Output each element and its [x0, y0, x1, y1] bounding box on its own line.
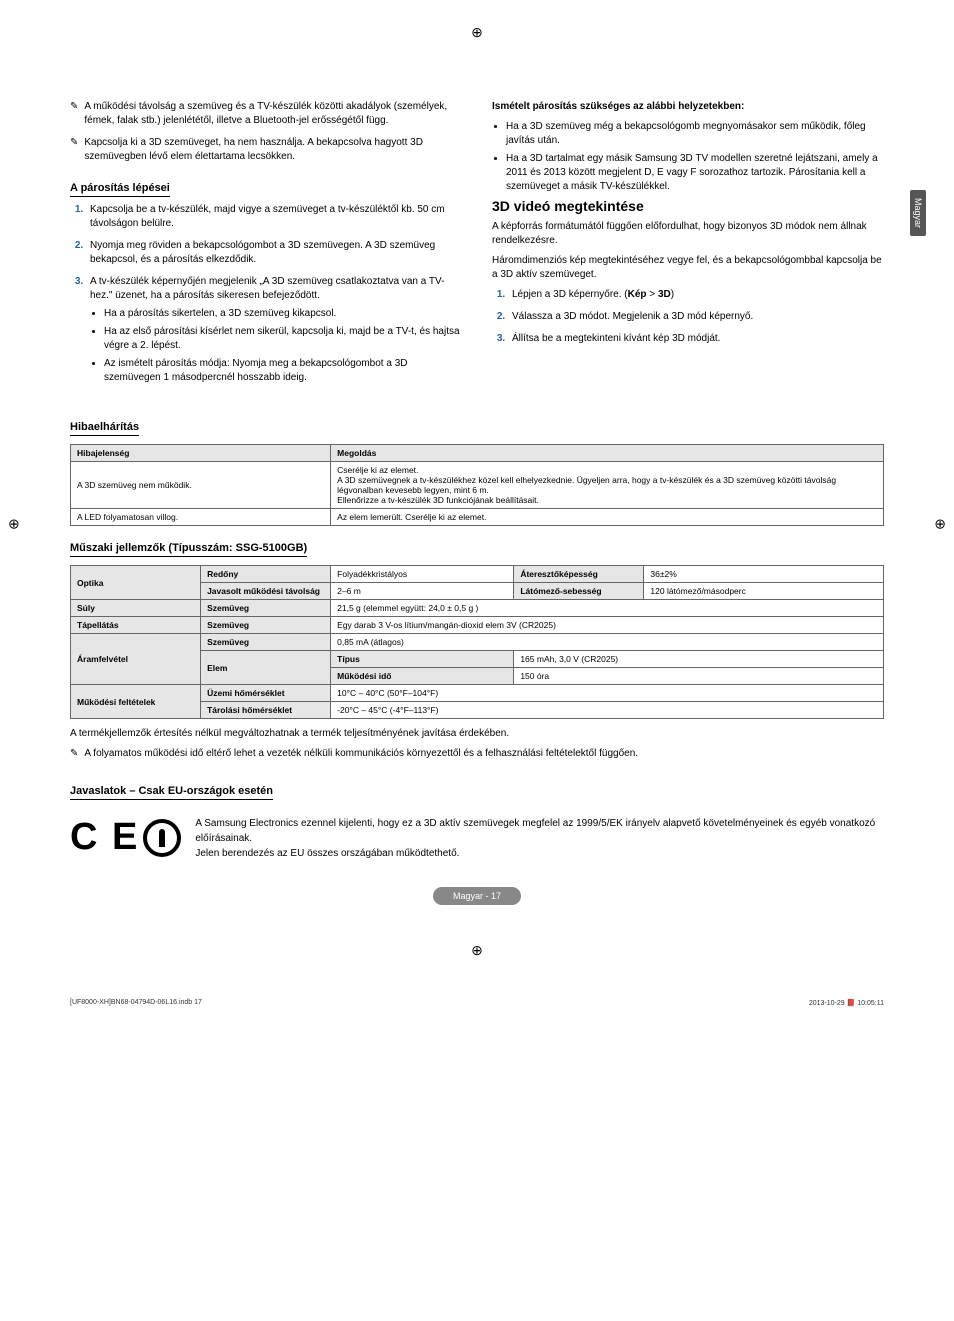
specs-cell: -20°C – 45°C (-4°F–113°F)	[331, 702, 884, 719]
step-3: A tv-készülék képernyőjén megjelenik „A …	[86, 275, 462, 385]
specs-cell: Egy darab 3 V-os lítium/mangán-dioxid el…	[331, 617, 884, 634]
trouble-problem: A 3D szemüveg nem működik.	[71, 462, 331, 509]
repair-bullet: Ha a 3D szemüveg még a bekapcsológomb me…	[506, 120, 884, 148]
step3-bullet: Ha a párosítás sikertelen, a 3D szemüveg…	[104, 307, 462, 321]
page-number-badge: Magyar - 17	[70, 891, 884, 902]
eu-title: Javaslatok – Csak EU-országok esetén	[70, 785, 273, 800]
specs-table: Optika Redőny Folyadékkristályos Áteresz…	[70, 565, 884, 719]
specs-cell: Működési feltételek	[71, 685, 201, 719]
specs-disclaimer: A termékjellemzők értesítés nélkül megvá…	[70, 727, 884, 741]
pairing-steps-title: A párosítás lépései	[70, 182, 170, 197]
specs-cell: Üzemi hőmérséklet	[201, 685, 331, 702]
info-icon	[143, 819, 181, 857]
registration-left: ⊕	[8, 515, 20, 532]
registration-bottom: ⊕	[70, 942, 884, 959]
trouble-solution: Az elem lemerült. Cserélje ki az elemet.	[331, 509, 884, 526]
th-solution: Megoldás	[331, 445, 884, 462]
specs-cell: Tápellátás	[71, 617, 201, 634]
registration-right: ⊕	[934, 515, 946, 532]
specs-cell: 120 látómező/másodperc	[644, 583, 884, 600]
video-step1: Lépjen a 3D képernyőre. (Kép > 3D)	[508, 288, 884, 302]
ce-mark: C E	[70, 816, 181, 859]
specs-cell: 150 óra	[514, 668, 884, 685]
specs-cell: Típus	[331, 651, 514, 668]
note-text: Kapcsolja ki a 3D szemüveget, ha nem has…	[84, 136, 462, 164]
specs-cell: Redőny	[201, 566, 331, 583]
specs-cell: Optika	[71, 566, 201, 600]
specs-cell: Szemüveg	[201, 600, 331, 617]
step3-bullet: Ha az első párosítási kísérlet nem siker…	[104, 325, 462, 353]
language-tab: Magyar	[910, 190, 926, 236]
specs-cell: Tárolási hőmérséklet	[201, 702, 331, 719]
video-title: 3D videó megtekintése	[492, 198, 884, 214]
trouble-problem: A LED folyamatosan villog.	[71, 509, 331, 526]
registration-top: ⊕	[471, 24, 483, 41]
footer-left: [UF8000-XH]BN68-04794D-06L16.indb 17	[70, 999, 202, 1007]
specs-cell: 2–6 m	[331, 583, 514, 600]
specs-cell: Elem	[201, 651, 331, 685]
note-icon: ✎	[70, 747, 78, 761]
note-icon: ✎	[70, 100, 78, 128]
specs-cell: Folyadékkristályos	[331, 566, 514, 583]
step3-bullet: Az ismételt párosítás módja: Nyomja meg …	[104, 357, 462, 385]
trouble-solution: Cserélje ki az elemet. A 3D szemüvegnek …	[331, 462, 884, 509]
footer-right: 2013-10-29 📕 10:05:11	[809, 999, 884, 1007]
note-text: A folyamatos működési idő eltérő lehet a…	[84, 747, 638, 761]
note-text: A működési távolság a szemüveg és a TV-k…	[84, 100, 462, 128]
th-problem: Hibajelenség	[71, 445, 331, 462]
specs-cell: Szemüveg	[201, 617, 331, 634]
specs-cell: Működési idő	[331, 668, 514, 685]
specs-cell: 0,85 mA (átlagos)	[331, 634, 884, 651]
video-p1: A képforrás formátumától függően előford…	[492, 220, 884, 248]
specs-cell: Súly	[71, 600, 201, 617]
step-1: Kapcsolja be a tv-készülék, majd vigye a…	[86, 203, 462, 231]
troubleshoot-title: Hibaelhárítás	[70, 421, 139, 436]
specs-cell: Javasolt működési távolság	[201, 583, 331, 600]
note-icon: ✎	[70, 136, 78, 164]
specs-cell: Szemüveg	[201, 634, 331, 651]
video-p2: Háromdimenziós kép megtekintéséhez vegye…	[492, 254, 884, 282]
specs-cell: 36±2%	[644, 566, 884, 583]
step-2: Nyomja meg röviden a bekapcsológombot a …	[86, 239, 462, 267]
eu-text: A Samsung Electronics ezennel kijelenti,…	[195, 816, 884, 861]
specs-cell: 10°C – 40°C (50°F–104°F)	[331, 685, 884, 702]
specs-cell: 21,5 g (elemmel együtt: 24,0 ± 0,5 g )	[331, 600, 884, 617]
specs-cell: Áramfelvétel	[71, 634, 201, 685]
specs-cell: Áteresztőképesség	[514, 566, 644, 583]
troubleshoot-table: Hibajelenség Megoldás A 3D szemüveg nem …	[70, 444, 884, 526]
repair-title: Ismételt párosítás szükséges az alábbi h…	[492, 100, 884, 114]
specs-title: Műszaki jellemzők (Típusszám: SSG-5100GB…	[70, 542, 307, 557]
video-step3: Állítsa be a megtekinteni kívánt kép 3D …	[508, 332, 884, 346]
specs-cell: 165 mAh, 3,0 V (CR2025)	[514, 651, 884, 668]
video-step2: Válassza a 3D módot. Megjelenik a 3D mód…	[508, 310, 884, 324]
specs-cell: Látómező-sebesség	[514, 583, 644, 600]
repair-bullet: Ha a 3D tartalmat egy másik Samsung 3D T…	[506, 152, 884, 194]
